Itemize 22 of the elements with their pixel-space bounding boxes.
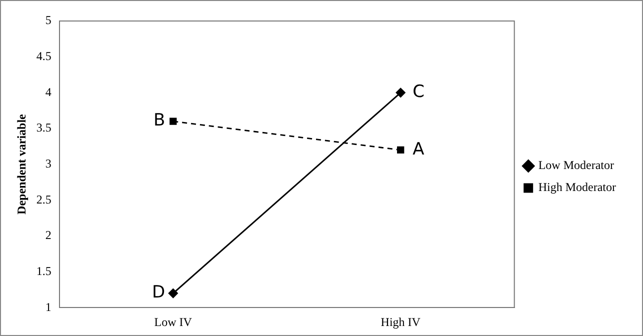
y-tick-label: 2.5: [36, 192, 52, 206]
legend-label: High Moderator: [538, 180, 616, 194]
y-tick-label: 4: [45, 84, 52, 99]
y-tick-label: 5: [45, 13, 52, 28]
x-tick-label: High IV: [380, 314, 421, 329]
x-tick-label: Low IV: [154, 314, 192, 329]
point: [397, 146, 404, 154]
y-tick-label: 1.5: [36, 264, 52, 278]
y-axis-title: Dependent variable: [14, 113, 28, 214]
y-tick-label: 1: [45, 300, 52, 314]
point: [396, 88, 406, 98]
annotation: C: [412, 82, 424, 102]
annotation: D: [152, 282, 166, 303]
point: [168, 288, 178, 298]
legend-label: Low Moderator: [538, 158, 614, 172]
y-tick-label: 4.5: [36, 48, 52, 63]
annotation: A: [412, 139, 425, 160]
y-tick-label: 2: [45, 228, 52, 242]
y-tick-label: 3.5: [36, 120, 52, 135]
annotation: B: [153, 110, 166, 131]
point: [170, 118, 177, 125]
y-tick-label: 3: [45, 156, 52, 170]
